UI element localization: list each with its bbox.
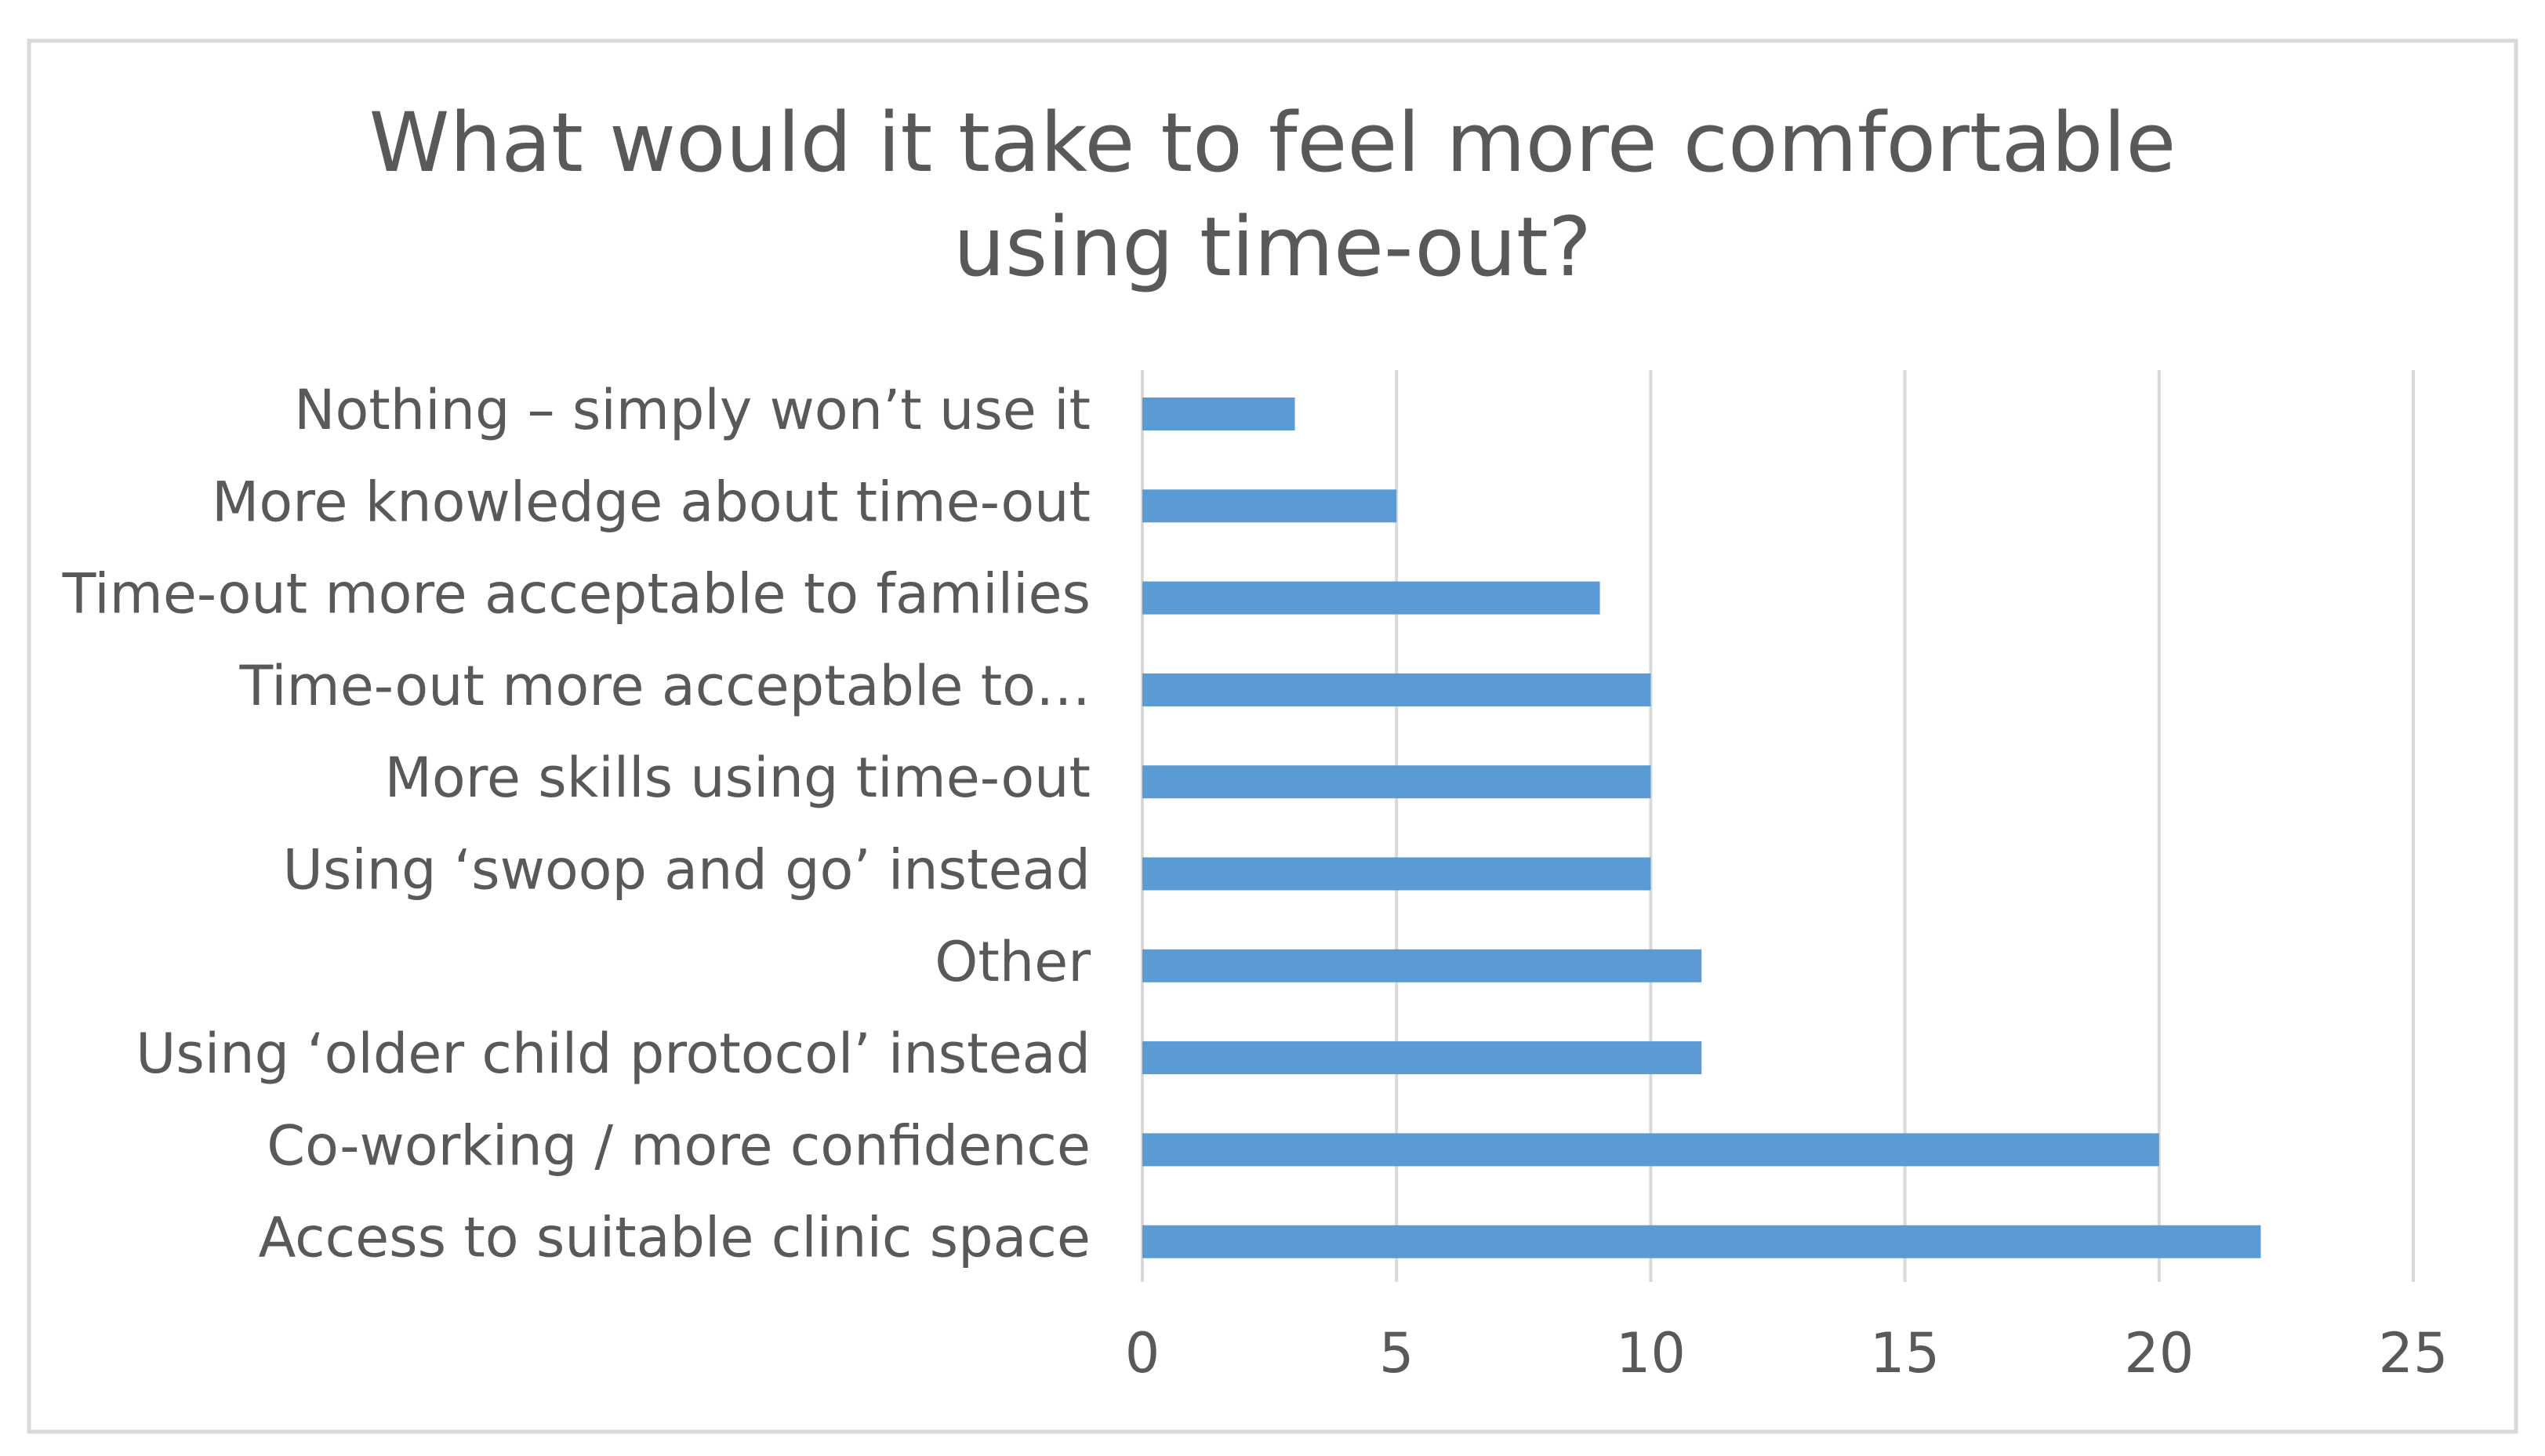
x-tick-label: 20 xyxy=(2124,1321,2194,1385)
x-tick-label: 5 xyxy=(1379,1321,1414,1385)
y-tick-label: Using ‘swoop and go’ instead xyxy=(283,838,1091,902)
chart-frame xyxy=(27,38,2518,1434)
bar xyxy=(1142,1225,2261,1258)
bar xyxy=(1142,1133,2159,1167)
bar xyxy=(1142,398,1295,430)
x-tick-label: 15 xyxy=(1870,1321,1940,1385)
x-tick-label: 0 xyxy=(1125,1321,1160,1385)
x-tick-label: 10 xyxy=(1616,1321,1686,1385)
y-tick-label: Time-out more acceptable to families xyxy=(62,562,1091,626)
bar xyxy=(1142,765,1651,799)
bar xyxy=(1142,489,1397,523)
chart-title: What would it take to feel more comforta… xyxy=(368,95,2177,295)
y-tick-label: Access to suitable clinic space xyxy=(258,1206,1091,1270)
bar xyxy=(1142,673,1651,706)
bar xyxy=(1142,949,1702,982)
y-tick-label: More knowledge about time-out xyxy=(212,470,1091,534)
y-tick-label: Using ‘older child protocol’ instead xyxy=(136,1022,1091,1086)
bar xyxy=(1142,581,1600,615)
x-tick-label: 25 xyxy=(2378,1321,2448,1385)
y-tick-label: Nothing – simply won’t use it xyxy=(294,378,1091,442)
bar xyxy=(1142,1041,1702,1075)
y-tick-label: Co-working / more confidence xyxy=(267,1113,1091,1178)
y-tick-label: Other xyxy=(935,930,1091,994)
bar xyxy=(1142,857,1651,891)
y-tick-label: More skills using time-out xyxy=(384,746,1091,810)
y-tick-label: Time-out more acceptable to… xyxy=(238,654,1091,718)
